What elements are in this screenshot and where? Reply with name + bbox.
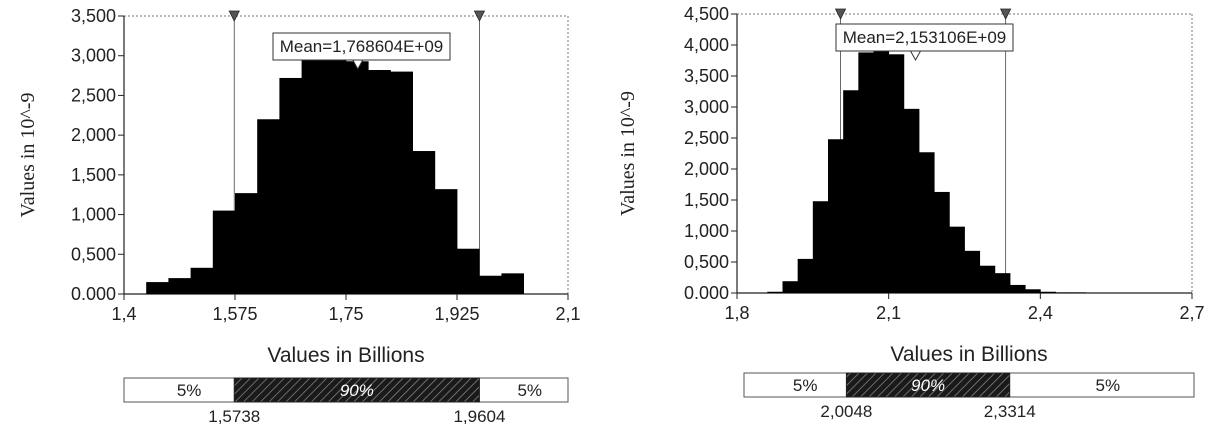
histogram-bar — [257, 119, 280, 294]
histogram-bar — [346, 61, 369, 294]
histogram-bar — [934, 191, 950, 293]
y-tick-label: 1,000 — [684, 221, 729, 241]
x-tick-label: 1,575 — [212, 304, 257, 324]
histogram-bar — [919, 152, 935, 293]
band-label-mid: 90% — [340, 381, 374, 400]
percentile-marker-low — [834, 8, 847, 20]
histogram-bar — [979, 265, 996, 293]
y-tick-label: 3,000 — [684, 97, 729, 117]
x-tick-label: 1,4 — [111, 304, 136, 324]
y-tick-label: 2,500 — [684, 128, 729, 148]
percentile-value-low: 1,5738 — [208, 407, 260, 424]
histogram-bar — [767, 291, 783, 293]
histogram-bar — [479, 275, 502, 294]
histogram-bar — [279, 77, 302, 294]
histogram-bar — [168, 278, 191, 294]
histogram-bar — [797, 258, 814, 293]
histogram-panel-left: 0.000 0,500 1,000 1,500 2,000 2,500 3,000 3,500… — [0, 0, 600, 424]
band-label-high: 5% — [1096, 376, 1121, 395]
histogram-bar — [812, 201, 829, 293]
percentile-marker-high — [1000, 8, 1012, 20]
histogram-bar — [949, 226, 965, 293]
percentile-marker-low — [228, 10, 240, 22]
histogram-bar — [873, 46, 890, 293]
histogram-bar — [888, 54, 905, 293]
histogram-bar — [1055, 292, 1072, 293]
percentile-marker-high — [473, 10, 486, 22]
histogram-bar — [301, 54, 325, 294]
x-tick-label: 1,75 — [328, 304, 363, 324]
x-tick-label: 1,925 — [434, 304, 479, 324]
mean-label-box — [272, 32, 451, 61]
band-label-mid: 90% — [911, 376, 945, 395]
y-tick-label: 0.000 — [71, 284, 116, 304]
percentile-band-middle — [845, 372, 1011, 398]
percentile-value-high: 2,3314 — [984, 402, 1036, 421]
percentile-value-high: 1,9604 — [453, 407, 505, 424]
x-axis-title: Values in Billions — [890, 343, 1047, 366]
x-tick-label: 2,1 — [876, 303, 901, 323]
histogram-bar — [964, 250, 981, 293]
y-tick-label: 3,000 — [71, 46, 116, 66]
y-tick-label: 4,500 — [684, 4, 729, 24]
histogram-bar — [457, 248, 480, 294]
histogram-bar — [1025, 289, 1041, 293]
y-tick-label: 4,000 — [684, 35, 729, 55]
histogram-bar — [212, 210, 236, 294]
histogram-chart-left: 0.000 0,500 1,000 1,500 2,000 2,500 3,000 3,500… — [17, 6, 581, 424]
y-tick-label: 0.000 — [684, 283, 729, 303]
y-tick-label: 1,000 — [71, 205, 116, 225]
y-tick-label: 2,000 — [684, 159, 729, 179]
mean-pointer — [351, 59, 364, 71]
x-tick-label: 2,1 — [555, 304, 580, 324]
histogram-bar — [782, 281, 799, 293]
y-tick-label: 2,000 — [71, 125, 116, 145]
histogram-bar — [903, 108, 920, 293]
y-axis-title: Values in 10^-9 — [617, 91, 639, 216]
y-tick-label: 3,500 — [684, 66, 729, 86]
y-tick-label: 0,500 — [71, 244, 116, 264]
percentile-value-low: 2,0048 — [820, 402, 872, 421]
histogram-bar — [412, 151, 436, 294]
histogram-bar — [501, 273, 524, 294]
y-tick-label: 1,500 — [71, 165, 116, 185]
percentile-band-middle — [233, 377, 480, 403]
histogram-bar — [434, 189, 458, 294]
histogram-panel-right: 0.000 0,500 1,000 1,500 2,000 2,500 3,000 3,500… — [612, 0, 1219, 424]
y-tick-label: 0,500 — [684, 252, 729, 272]
mean-label: Mean=1,768604E+09 — [280, 37, 444, 56]
histogram-bar — [146, 282, 169, 294]
histogram-bar — [994, 273, 1011, 293]
histogram-bar — [843, 90, 859, 293]
x-tick-label: 1,8 — [724, 303, 749, 323]
histogram-bar — [190, 267, 214, 294]
y-tick-label: 3,500 — [71, 6, 116, 26]
histogram-bar — [1040, 291, 1056, 293]
x-tick-label: 2,4 — [1028, 303, 1053, 323]
x-tick-label: 2,7 — [1179, 303, 1204, 323]
mean-label-box — [835, 23, 1014, 52]
band-label-low: 5% — [177, 381, 202, 400]
y-tick-label: 2,500 — [71, 85, 116, 105]
histogram-bar — [858, 52, 874, 293]
histogram-bar — [323, 57, 347, 294]
mean-label: Mean=2,153106E+09 — [843, 28, 1007, 47]
mean-pointer — [909, 50, 922, 62]
histogram-chart-right: 0.000 0,500 1,000 1,500 2,000 2,500 3,000 3,500… — [617, 4, 1205, 421]
x-axis-title: Values in Billions — [267, 344, 424, 367]
histogram-bar — [390, 71, 413, 294]
band-label-low: 5% — [793, 376, 818, 395]
histogram-bar — [1010, 284, 1026, 293]
histogram-bar — [235, 193, 258, 294]
histogram-bar — [1070, 292, 1087, 293]
histogram-bar — [828, 139, 844, 293]
y-axis-title: Values in 10^-9 — [17, 93, 39, 218]
band-label-high: 5% — [517, 381, 542, 400]
histogram-bar — [368, 70, 391, 294]
y-tick-label: 1,500 — [684, 190, 729, 210]
